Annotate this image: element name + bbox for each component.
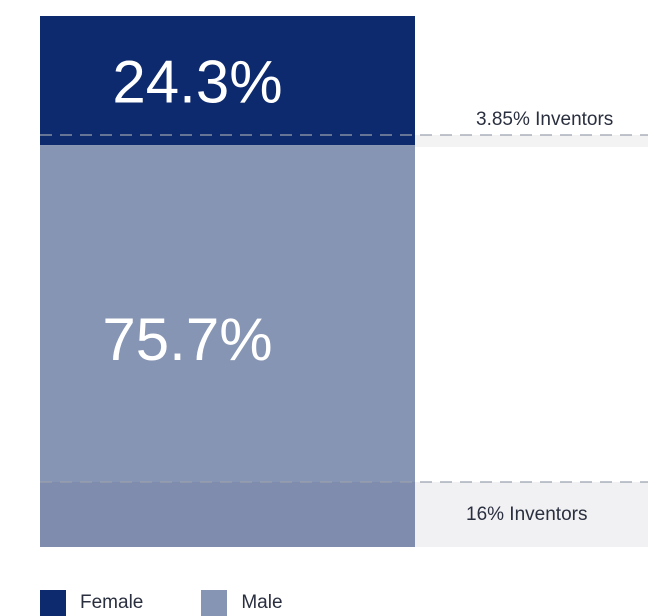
annotation-labels: 3.85% Inventors 16% Inventors [466,109,613,525]
legend-item-male: Male [201,590,283,616]
legend-label-female: Female [80,592,144,613]
bar-value-labels: 24.3% 75.7% [102,49,282,373]
legend: Female Male [40,590,283,616]
annotation-band-2 [415,482,648,547]
annotation-label-2: 16% Inventors [466,504,587,525]
annotation-lines [40,134,648,483]
legend-label-male: Male [241,592,283,613]
legend-swatch-female [40,590,66,616]
bar-label-male: 75.7% [102,306,272,373]
legend-swatch-male [201,590,228,616]
bar-label-female: 24.3% [112,49,282,116]
legend-item-female: Female [40,590,143,616]
stacked-bar [40,16,415,547]
bar-segment-male [40,145,415,547]
annotation-bands [415,135,648,547]
bar-segment-male-lower [40,482,415,547]
bar-segment-female [40,16,415,146]
annotation-label-1: 3.85% Inventors [476,109,613,130]
annotation-band-1 [415,135,648,147]
